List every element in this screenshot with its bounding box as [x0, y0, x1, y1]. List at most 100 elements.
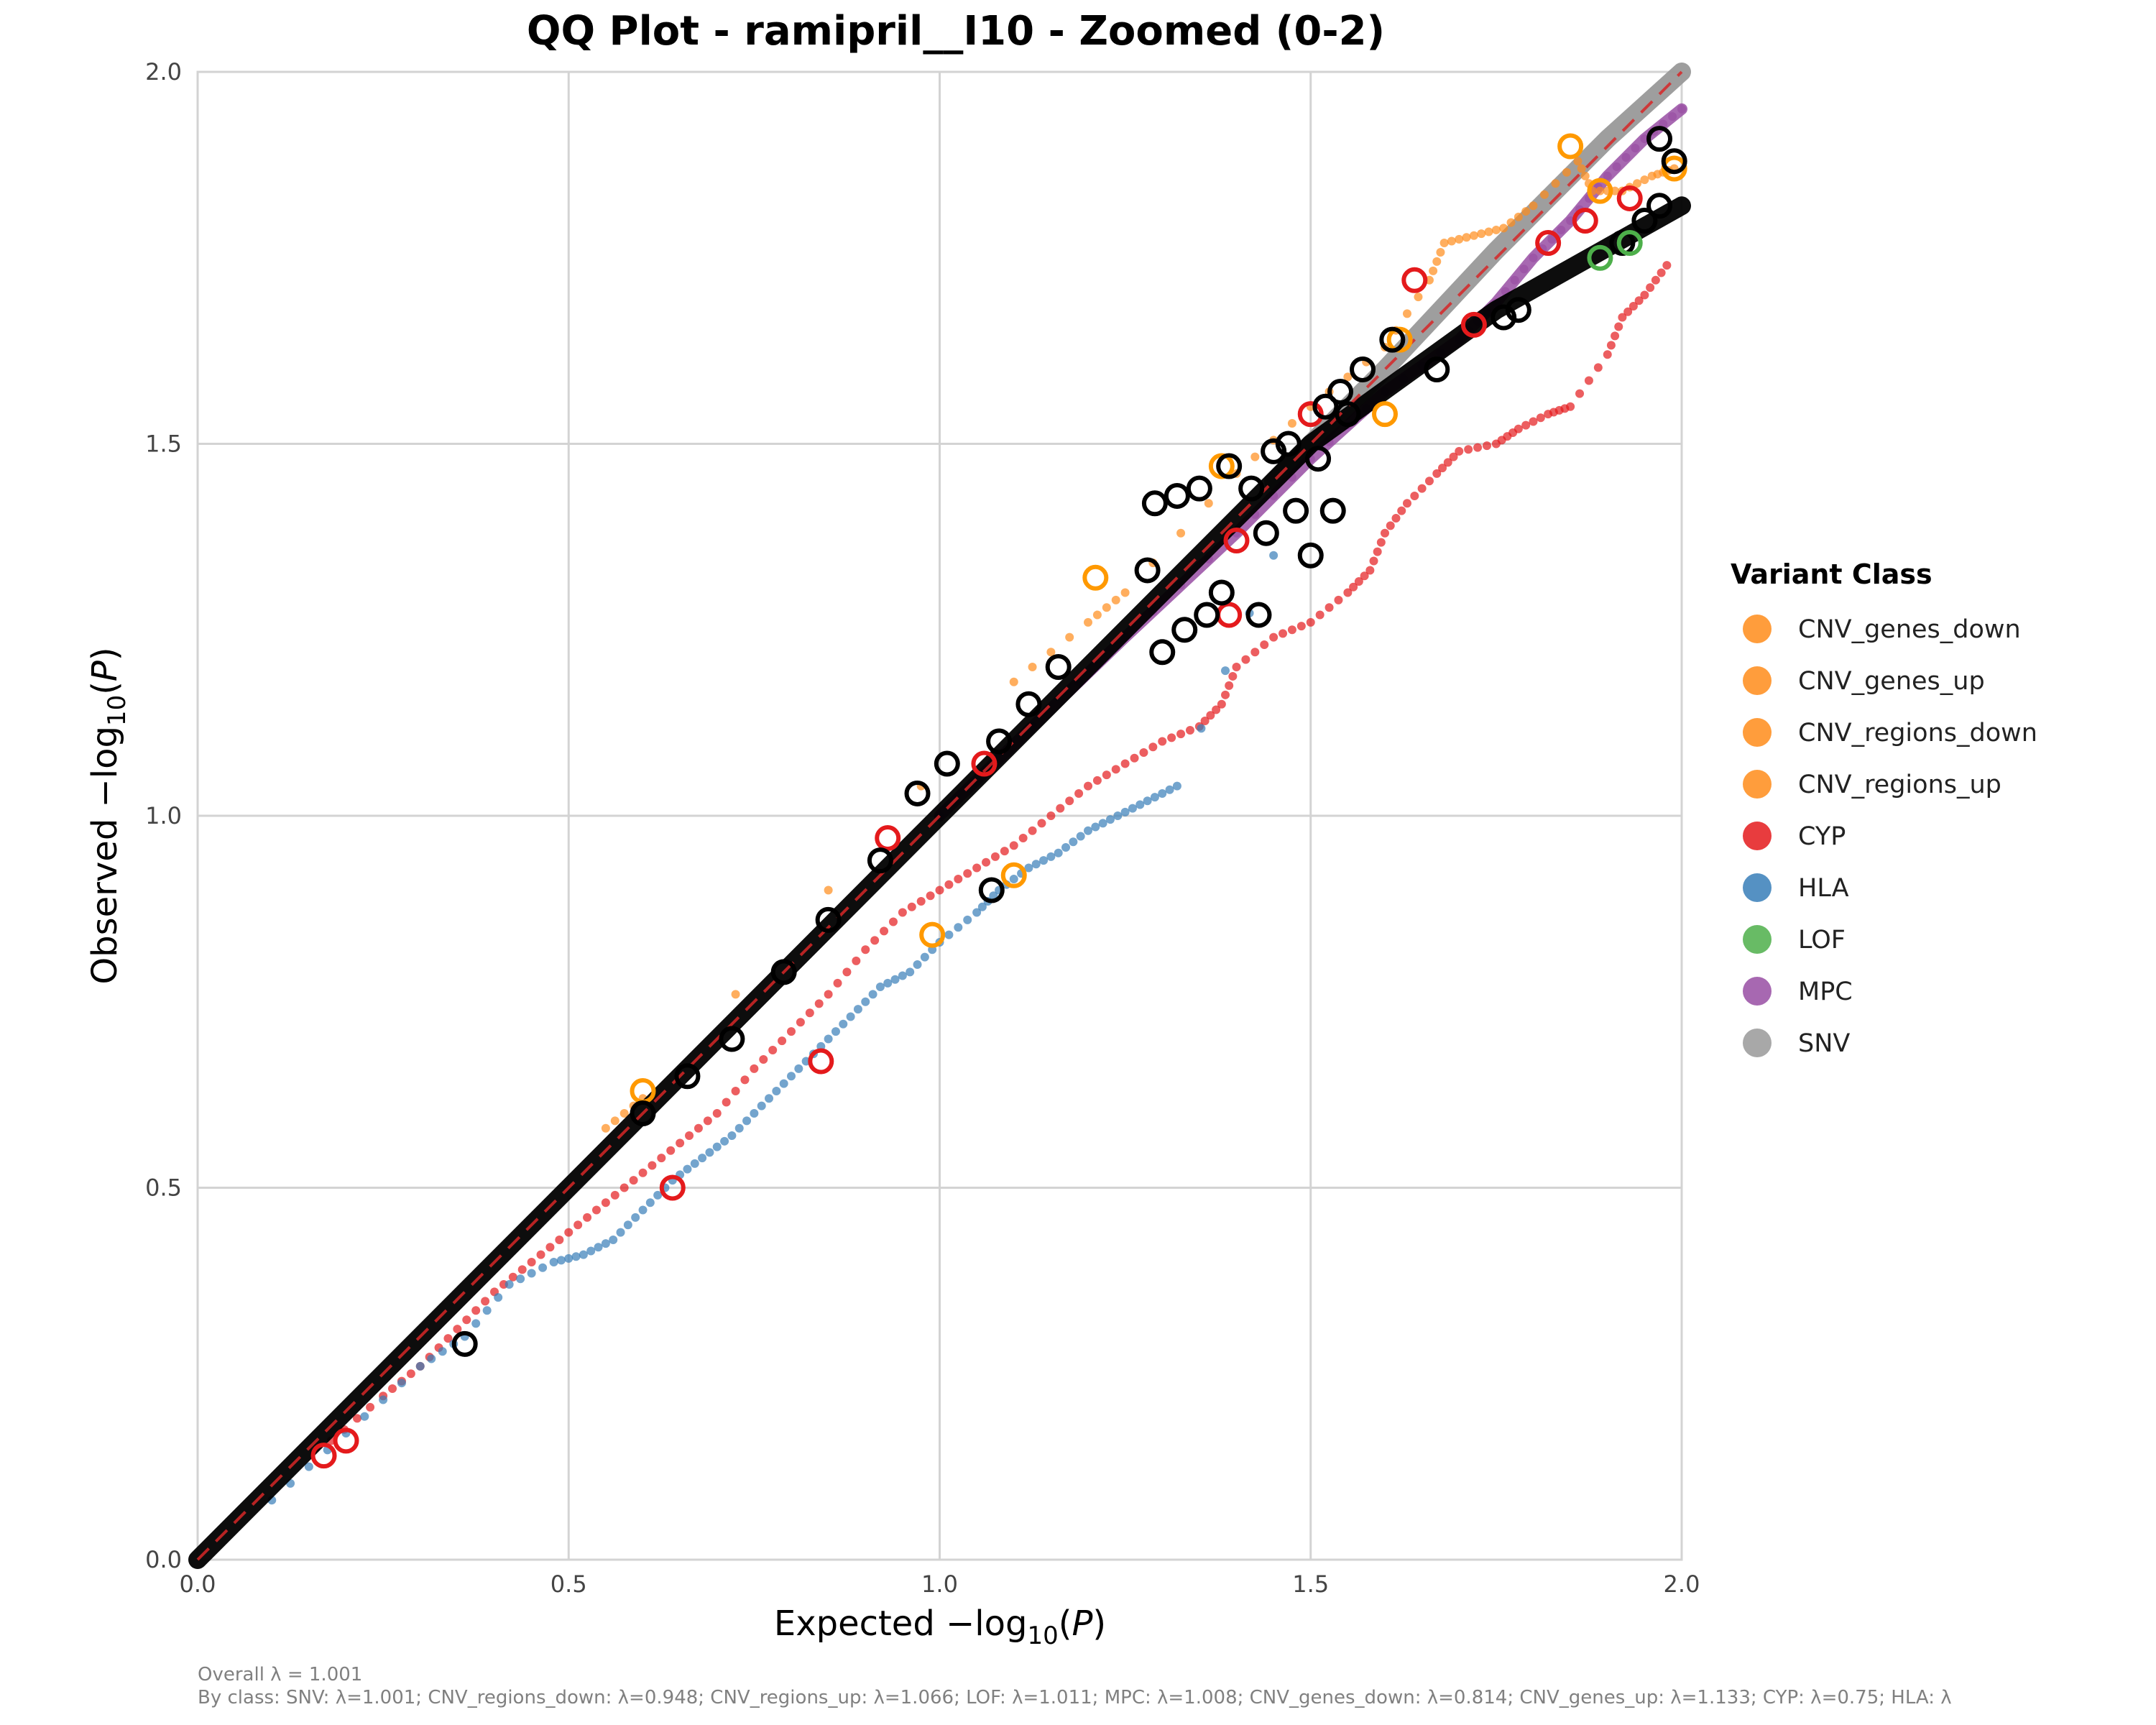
- legend-marker: [1743, 770, 1772, 799]
- legend-label: CNV_genes_up: [1798, 667, 1985, 696]
- legend-marker: [1743, 718, 1772, 747]
- series-cyp-point: [508, 1272, 517, 1282]
- series-hla-point: [1031, 860, 1041, 869]
- highlight-overall-marker: [1238, 475, 1265, 502]
- highlight-cnv-genes-down-marker: [1386, 326, 1413, 353]
- series-hla-point: [1105, 815, 1115, 824]
- series-hla-point: [1091, 822, 1100, 832]
- series-hla-point: [1150, 793, 1159, 802]
- series-cyp-point: [703, 1116, 712, 1126]
- series-hla-point: [1269, 551, 1279, 560]
- series-mpc-point: [1621, 153, 1631, 162]
- series-cyp-point: [1102, 770, 1111, 780]
- series-cyp-point: [1449, 452, 1458, 461]
- series-hla-point: [304, 1462, 313, 1471]
- series-cyp-point: [1634, 296, 1644, 305]
- series-cyp-point: [833, 978, 842, 988]
- series-cyp-point: [972, 863, 982, 873]
- x-tick-label: 1.5: [1292, 1570, 1329, 1598]
- series-cyp-point: [676, 1138, 685, 1148]
- highlight-overall-marker: [1424, 356, 1450, 382]
- series-cnv-regions-up-point: [1204, 499, 1213, 508]
- series-cnv-regions-up-point: [1176, 528, 1186, 538]
- series-cyp-point: [1438, 464, 1447, 473]
- highlight-cyp-marker: [971, 750, 998, 777]
- series-cyp-point: [1455, 446, 1464, 456]
- series-cnv-regions-up-point: [1491, 225, 1501, 234]
- highlight-overall-marker: [1350, 356, 1376, 382]
- y-axis-label-prefix: Observed −log: [85, 726, 125, 985]
- series-cyp-point: [1200, 717, 1210, 726]
- series-hla-point: [609, 1235, 618, 1244]
- highlight-cyp-marker: [1297, 401, 1324, 428]
- series-cyp-point: [1662, 261, 1672, 270]
- legend-label: SNV: [1798, 1029, 1850, 1058]
- highlight-overall-marker: [1661, 148, 1687, 175]
- series-hla-point: [772, 1086, 781, 1095]
- series-hla-point: [645, 1198, 655, 1208]
- series-cnv-regions-up-point: [1499, 224, 1508, 233]
- highlight-overall-marker: [815, 906, 842, 933]
- legend-label: CNV_genes_down: [1798, 615, 2021, 644]
- highlight-overall-marker: [1194, 602, 1220, 628]
- series-cyp-point: [481, 1297, 490, 1306]
- series-hla-point: [906, 967, 915, 977]
- series-cnv-regions-up-point: [1573, 157, 1583, 166]
- series-cyp-point: [1343, 588, 1353, 597]
- series-hla-point: [438, 1347, 447, 1356]
- series-hla-point: [1158, 788, 1167, 798]
- series-cyp-point: [1443, 458, 1452, 467]
- y-axis-label-close: ): [85, 647, 125, 661]
- series-hla-point: [631, 1213, 640, 1222]
- series-cyp-point: [1618, 313, 1627, 322]
- series-cnv-regions-up-point: [1577, 164, 1586, 173]
- series-cyp-point: [1065, 796, 1074, 806]
- highlight-overall-marker: [1245, 602, 1272, 628]
- series-cnv-regions-up-point: [619, 1109, 629, 1118]
- series-cyp-point: [1566, 402, 1575, 411]
- series-cyp-point: [1365, 566, 1375, 575]
- series-cyp-point: [1373, 547, 1382, 556]
- series-mpc-point: [1612, 162, 1621, 171]
- series-hla-point: [727, 1131, 737, 1141]
- series-cyp-point: [1260, 640, 1269, 649]
- series-cyp-point: [1334, 595, 1343, 604]
- series-cyp-point: [954, 874, 963, 883]
- y-axis-label-open: (: [85, 681, 125, 695]
- series-hla-point: [890, 975, 900, 984]
- highlight-overall-marker: [1297, 542, 1324, 569]
- footnote-class-lambdas: By class: SNV: λ=1.001; CNV_regions_down…: [198, 1687, 1952, 1708]
- highlight-overall-marker: [1216, 453, 1243, 479]
- data-series: [188, 63, 1691, 1569]
- series-cnv-regions-up-point: [1102, 603, 1111, 612]
- x-axis-label: Expected −log10(P): [774, 1604, 1106, 1650]
- series-hla-point: [690, 1159, 699, 1168]
- highlight-overall-marker: [1208, 579, 1235, 606]
- series-cnv-regions-up-point: [601, 1123, 610, 1133]
- highlight-overall-marker: [630, 1100, 656, 1126]
- series-hla-point: [586, 1246, 596, 1256]
- series-hla-point: [471, 1319, 481, 1328]
- series-cyp-point: [1657, 268, 1666, 277]
- series-cnv-regions-up-point: [1436, 247, 1445, 257]
- series-hla-point: [765, 1094, 774, 1103]
- series-hla-point: [1120, 807, 1130, 816]
- series-cyp-point: [963, 869, 972, 878]
- series-cyp-point: [1391, 514, 1401, 523]
- series-cyp-point: [1217, 699, 1226, 709]
- highlight-overall-marker: [1312, 393, 1339, 420]
- reference-line: [196, 70, 1683, 1561]
- series-hla-point: [579, 1250, 588, 1259]
- series-cyp-point: [388, 1384, 397, 1393]
- series-cyp-point: [1185, 725, 1194, 735]
- series-cyp-point: [1424, 477, 1434, 486]
- series-cyp-point: [805, 1008, 814, 1018]
- highlighted-points: [310, 126, 1687, 1469]
- series-cyp-point: [1111, 765, 1120, 774]
- highlight-overall-marker: [1149, 639, 1176, 666]
- series-hla-point: [831, 1027, 840, 1036]
- series-cnv-regions-up-point: [1432, 257, 1442, 266]
- series-hla-point: [944, 930, 954, 939]
- highlight-overall-marker: [1164, 482, 1190, 509]
